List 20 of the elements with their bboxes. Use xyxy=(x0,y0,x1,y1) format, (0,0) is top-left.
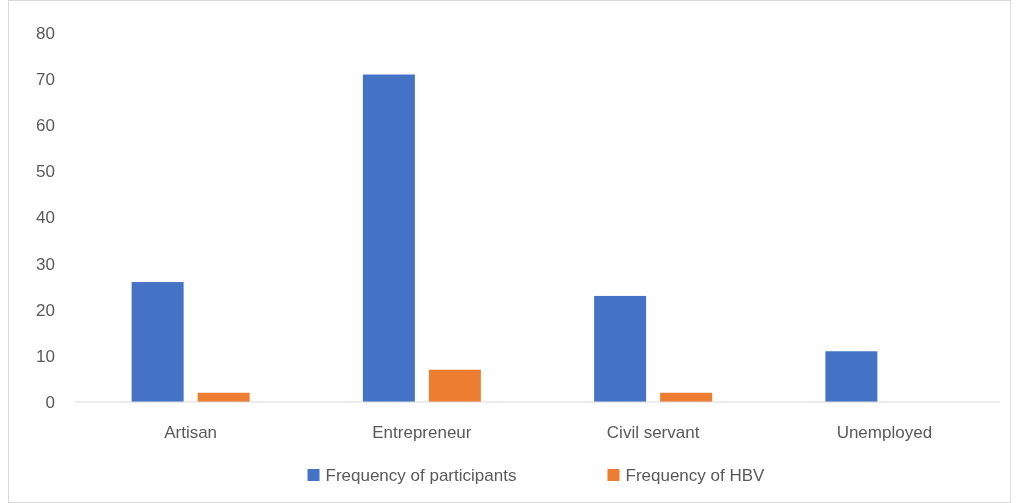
y-tick-label: 0 xyxy=(45,392,55,412)
y-tick-label: 50 xyxy=(36,162,55,182)
x-tick-label: Unemployed xyxy=(836,423,933,442)
y-tick-label: 70 xyxy=(36,70,55,90)
y-tick-label: 60 xyxy=(36,116,55,136)
bar xyxy=(825,351,878,402)
x-tick-label: Artisan xyxy=(164,423,218,442)
x-tick-label: Civil servant xyxy=(606,423,700,442)
y-tick-label: 10 xyxy=(36,346,55,366)
bar xyxy=(362,74,415,402)
bar xyxy=(131,282,184,402)
y-tick-label: 80 xyxy=(36,23,55,43)
bar xyxy=(428,369,481,402)
y-tick-label: 20 xyxy=(36,300,55,320)
y-tick-label: 30 xyxy=(36,254,55,274)
legend-label: Frequency of participants xyxy=(325,465,517,485)
legend-label: Frequency of HBV xyxy=(625,465,766,485)
bar xyxy=(594,295,647,402)
x-tick-label: Entrepreneur xyxy=(372,423,472,442)
y-tick-label: 40 xyxy=(36,208,55,228)
